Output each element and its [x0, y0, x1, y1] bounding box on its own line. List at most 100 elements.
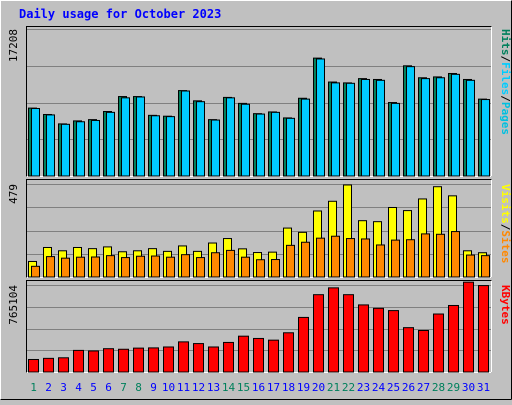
- panel-kbytes-legend: KBytes: [499, 285, 512, 325]
- bar-kbytes: [73, 349, 84, 373]
- bar-files: [106, 111, 115, 177]
- day-label: 2: [45, 381, 52, 394]
- bar-sites: [421, 233, 430, 278]
- bar-files: [421, 78, 430, 177]
- bar-kbytes: [118, 348, 129, 373]
- bar-kbytes: [388, 310, 399, 373]
- legend-entry: Visits: [499, 184, 512, 224]
- day-label: 15: [237, 381, 250, 394]
- bar-files: [361, 78, 370, 177]
- bar-files: [46, 114, 55, 177]
- bar-kbytes: [448, 304, 459, 373]
- day-label: 27: [417, 381, 430, 394]
- panel-kbytes-ymax-label: 765104: [7, 285, 20, 325]
- day-label: 20: [312, 381, 325, 394]
- day-label: 14: [222, 381, 236, 394]
- bar-kbytes: [253, 337, 264, 373]
- bar-kbytes: [58, 357, 69, 373]
- day-label: 16: [252, 381, 265, 394]
- bar-kbytes: [343, 294, 354, 373]
- bar-kbytes: [28, 358, 39, 373]
- bar-files: [31, 108, 40, 177]
- bar-files: [76, 121, 85, 177]
- day-label: 4: [75, 381, 82, 394]
- bar-sites: [451, 231, 460, 278]
- bar-kbytes: [433, 313, 444, 373]
- bar-sites: [271, 259, 280, 278]
- day-label: 8: [135, 381, 142, 394]
- bar-files: [331, 82, 340, 177]
- bar-files: [346, 82, 355, 177]
- bar-kbytes: [283, 332, 294, 373]
- bar-sites: [226, 249, 235, 278]
- bar-sites: [376, 244, 385, 278]
- day-label: 23: [357, 381, 370, 394]
- bar-sites: [406, 239, 415, 278]
- bar-files: [436, 77, 445, 177]
- day-label: 17: [267, 381, 280, 394]
- day-label: 7: [120, 381, 127, 394]
- bar-kbytes: [478, 285, 489, 373]
- bar-kbytes: [208, 346, 219, 373]
- panel-hits-files-legend: Hits/Files/Pages: [499, 29, 512, 135]
- legend-entry: Files: [499, 62, 512, 95]
- bar-kbytes: [88, 350, 99, 373]
- day-label: 19: [297, 381, 310, 394]
- bar-files: [211, 119, 220, 177]
- bar-sites: [301, 241, 310, 278]
- bar-sites: [136, 255, 145, 278]
- bar-sites: [466, 254, 475, 278]
- bar-files: [286, 117, 295, 177]
- bar-sites: [286, 244, 295, 278]
- day-label: 24: [372, 381, 386, 394]
- bar-kbytes: [223, 341, 234, 373]
- bar-kbytes: [193, 343, 204, 373]
- day-label: 28: [432, 381, 445, 394]
- bar-files: [241, 103, 250, 177]
- bar-files: [481, 99, 490, 177]
- bar-kbytes: [328, 287, 339, 373]
- bar-files: [181, 90, 190, 177]
- bar-files: [196, 101, 205, 177]
- day-label: 11: [177, 381, 190, 394]
- bar-sites: [436, 233, 445, 278]
- bar-sites: [61, 257, 70, 278]
- panel-visits-sites-legend: Visits/Sites: [499, 184, 512, 264]
- bar-sites: [76, 256, 85, 278]
- panel-hits-files-ymax-label: 17208: [7, 29, 20, 62]
- bar-sites: [196, 257, 205, 278]
- bar-files: [226, 97, 235, 177]
- bar-files: [406, 66, 415, 177]
- bar-files: [166, 116, 175, 177]
- day-label: 6: [105, 381, 112, 394]
- bar-kbytes: [43, 357, 54, 373]
- bar-sites: [391, 239, 400, 278]
- bar-sites: [256, 259, 265, 278]
- bar-kbytes: [148, 347, 159, 373]
- bar-kbytes: [463, 281, 474, 373]
- legend-entry: Pages: [499, 102, 512, 135]
- day-label: 1: [30, 381, 37, 394]
- bar-sites: [361, 238, 370, 278]
- legend-entry: Hits: [499, 29, 512, 56]
- day-label: 3: [60, 381, 67, 394]
- bar-files: [391, 102, 400, 177]
- bar-files: [376, 79, 385, 177]
- bar-kbytes: [268, 339, 279, 373]
- bar-sites: [241, 256, 250, 278]
- day-label: 12: [192, 381, 205, 394]
- bar-sites: [481, 255, 490, 278]
- bar-files: [121, 97, 130, 177]
- day-label: 31: [477, 381, 490, 394]
- bar-kbytes: [178, 341, 189, 373]
- day-label: 10: [162, 381, 175, 394]
- bar-kbytes: [403, 327, 414, 373]
- bar-sites: [331, 235, 340, 278]
- bar-kbytes: [418, 329, 429, 373]
- day-label: 29: [447, 381, 460, 394]
- legend-entry: /: [499, 95, 512, 102]
- day-label: 22: [342, 381, 355, 394]
- bar-kbytes: [358, 304, 369, 373]
